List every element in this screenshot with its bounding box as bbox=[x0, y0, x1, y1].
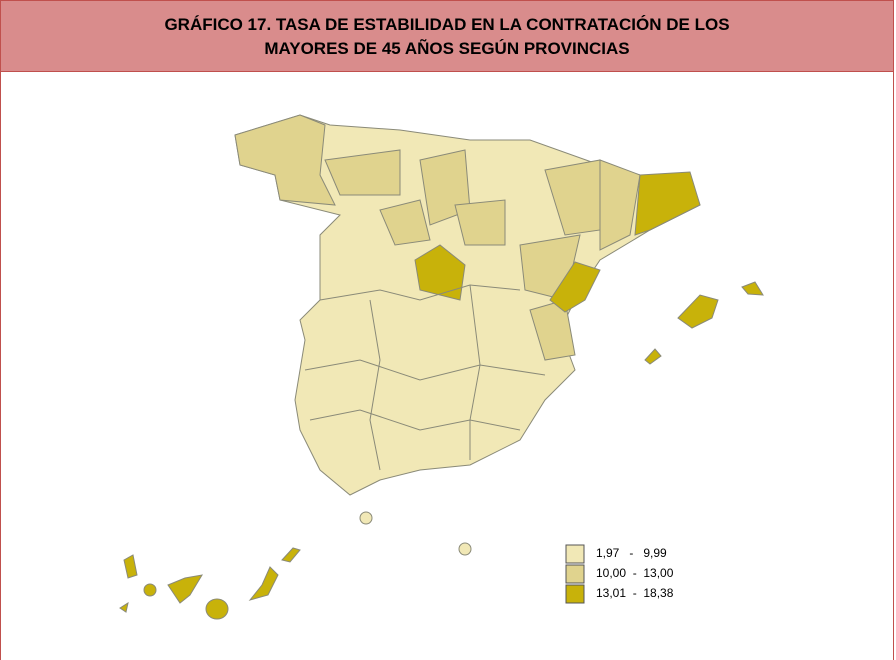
province bbox=[634, 171, 701, 236]
legend-swatch bbox=[565, 584, 585, 604]
province bbox=[414, 244, 466, 301]
peninsula bbox=[234, 114, 701, 496]
island bbox=[741, 281, 764, 296]
province bbox=[599, 159, 641, 251]
island bbox=[167, 574, 203, 604]
border bbox=[319, 284, 521, 301]
border bbox=[469, 284, 481, 460]
province bbox=[324, 149, 401, 196]
island bbox=[143, 583, 157, 597]
island bbox=[123, 554, 138, 579]
island bbox=[248, 566, 279, 601]
border bbox=[369, 299, 381, 471]
legend-label: 10,00 - 13,00 bbox=[596, 566, 674, 580]
islands bbox=[119, 281, 764, 620]
title-line: MAYORES DE 45 AÑOS SEGÚN PROVINCIAS bbox=[264, 39, 630, 58]
province bbox=[549, 261, 601, 313]
island bbox=[205, 598, 229, 620]
border bbox=[304, 359, 546, 381]
province bbox=[529, 299, 576, 361]
island bbox=[644, 348, 662, 365]
island bbox=[119, 601, 129, 613]
title-box: GRÁFICO 17. TASA DE ESTABILIDAD EN LA CO… bbox=[0, 0, 894, 72]
legend-label: 1,97 - 9,99 bbox=[596, 546, 667, 560]
legend: 1,97 - 9,99 10,00 - 13,00 13,01 - 18,38 bbox=[565, 544, 674, 604]
legend-label: 13,01 - 18,38 bbox=[596, 586, 674, 600]
ceuta bbox=[359, 511, 373, 525]
melilla bbox=[458, 542, 472, 556]
legend-swatch bbox=[565, 564, 585, 584]
province bbox=[234, 114, 336, 206]
island bbox=[281, 547, 301, 563]
title-line: GRÁFICO 17. TASA DE ESTABILIDAD EN LA CO… bbox=[164, 15, 730, 34]
island bbox=[677, 294, 719, 329]
frame bbox=[0, 72, 894, 660]
border bbox=[309, 409, 521, 431]
province bbox=[454, 199, 506, 246]
province bbox=[379, 199, 431, 246]
legend-swatch bbox=[565, 544, 585, 564]
